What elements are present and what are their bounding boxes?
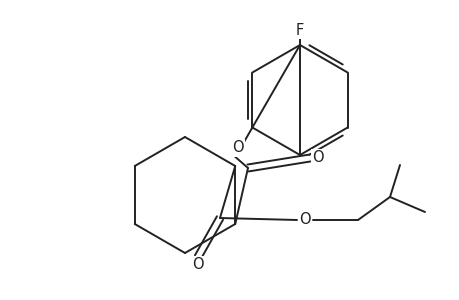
Text: O: O: [312, 151, 323, 166]
Text: O: O: [232, 140, 243, 155]
Text: O: O: [298, 212, 310, 227]
Text: F: F: [295, 22, 303, 38]
Text: O: O: [192, 257, 203, 272]
